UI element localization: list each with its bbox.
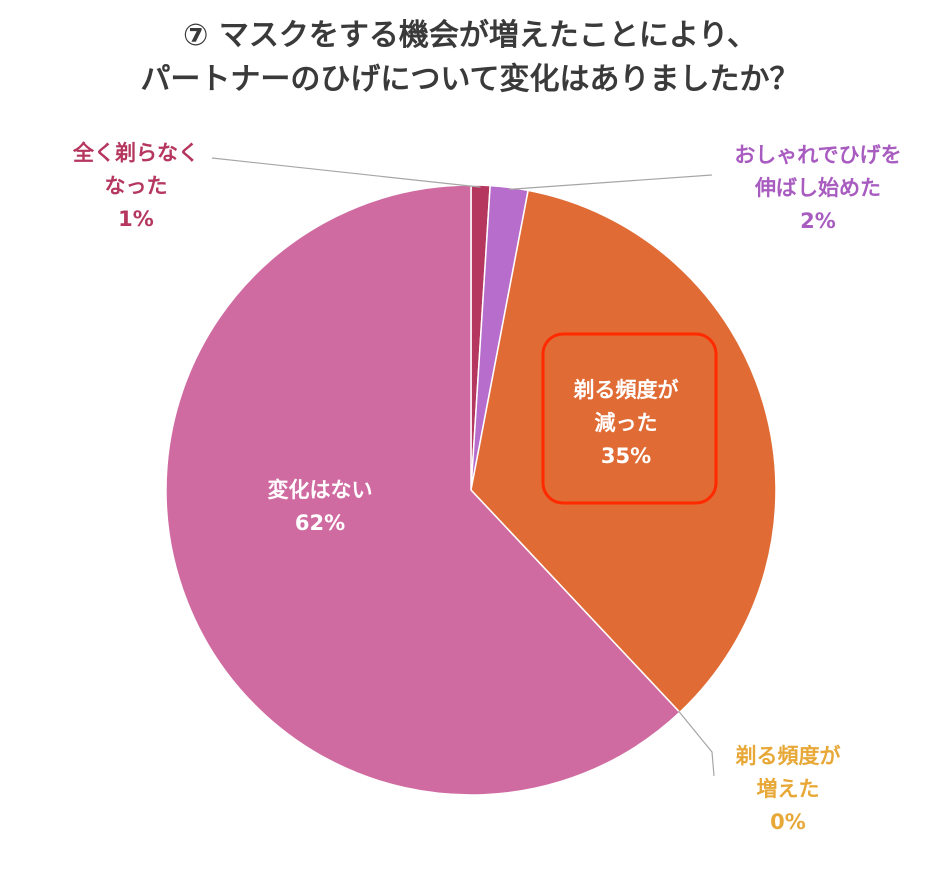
data-label-value-全く剃らなくなった: 1% xyxy=(118,207,154,231)
highlight-box xyxy=(541,332,718,505)
data-label-name-剃る頻度が減った: 剃る頻度が xyxy=(574,378,679,402)
data-label-name-全く剃らなくなった: なった xyxy=(105,174,168,198)
pie-slice-剃る頻度が減った xyxy=(470,189,777,714)
slice-labels: 全く剃らなくなった1%おしゃれでひげを伸ばし始めた2%剃る頻度が減った35%剃る… xyxy=(72,141,902,834)
data-label-name-全く剃らなくなった: 全く剃らなく xyxy=(72,141,199,165)
data-label-name-おしゃれでひげを伸ばし始めた: 伸ばし始めた xyxy=(754,176,881,200)
data-label-value-変化はない: 62% xyxy=(295,511,345,535)
leader-lines xyxy=(211,157,715,777)
chart-title: ⑦ マスクをする機会が増えたことにより、 パートナーのひげについて変化はありまし… xyxy=(0,14,940,102)
data-label-name-剃る頻度が減った: 減った xyxy=(595,411,658,435)
data-label-name-変化はない: 変化はない xyxy=(268,478,373,502)
chart-title-line-2: パートナーのひげについて変化はありましたか？ xyxy=(140,62,800,97)
data-label-value-剃る頻度が減った: 35% xyxy=(601,444,651,468)
leader-line-全く剃らなくなった xyxy=(211,157,481,188)
data-label-value-おしゃれでひげを伸ばし始めた: 2% xyxy=(800,209,836,233)
data-label-name-剃る頻度が増えた: 剃る頻度が xyxy=(736,744,841,768)
data-label-name-おしゃれでひげを伸ばし始めた: おしゃれでひげを xyxy=(734,143,901,167)
leader-line-おしゃれでひげを伸ばし始めた xyxy=(508,174,713,190)
leader-line-剃る頻度が増えた xyxy=(677,710,715,777)
chart-title-line-1: ⑦ マスクをする機会が増えたことにより、 xyxy=(182,18,758,53)
data-label-name-剃る頻度が増えた: 増えた xyxy=(757,777,820,801)
data-label-value-剃る頻度が増えた: 0% xyxy=(770,810,806,834)
pie-slices xyxy=(165,184,777,796)
pie-slice-変化はない xyxy=(165,184,681,796)
